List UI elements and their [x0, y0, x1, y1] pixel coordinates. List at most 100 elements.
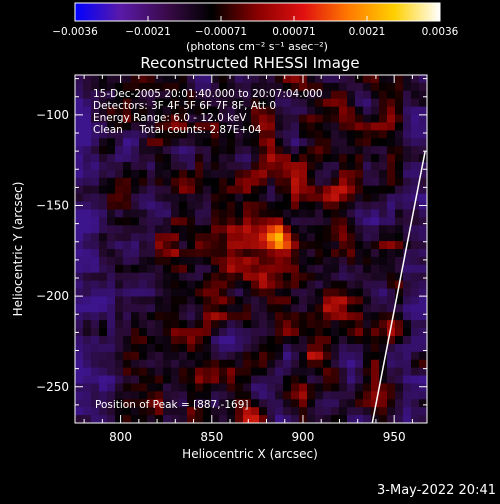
heatmap-cell	[107, 343, 116, 353]
heatmap-cell	[131, 233, 140, 242]
heatmap-cell	[75, 288, 84, 298]
heatmap-cell	[203, 280, 212, 290]
heatmap-cell	[83, 169, 92, 179]
heatmap-cell	[171, 154, 180, 163]
heatmap-cell	[219, 106, 228, 116]
heatmap-cell	[395, 241, 404, 250]
heatmap-cell	[131, 328, 140, 337]
heatmap-cell	[299, 138, 308, 147]
heatmap-cell	[419, 343, 427, 353]
heatmap-cell	[355, 169, 364, 179]
heatmap-cell	[147, 122, 156, 131]
heatmap-cell	[75, 249, 84, 258]
heatmap-cell	[259, 343, 268, 353]
heatmap-cell	[323, 383, 332, 392]
heatmap-cell	[411, 114, 420, 124]
heatmap-cell	[347, 367, 356, 377]
heatmap-cell	[315, 233, 324, 242]
heatmap-cell	[291, 320, 300, 329]
heatmap-cell	[91, 351, 100, 361]
heatmap-cell	[147, 304, 156, 313]
heatmap-cell	[347, 343, 356, 353]
heatmap-cell	[331, 146, 340, 155]
heatmap-cell	[83, 312, 92, 321]
heatmap-cell	[403, 75, 412, 84]
heatmap-cell	[323, 359, 332, 369]
heatmap-cell	[139, 407, 148, 416]
heatmap-cell	[75, 328, 84, 337]
heatmap-cell	[387, 114, 396, 124]
heatmap-cell	[235, 280, 244, 290]
heatmap-cell	[115, 304, 124, 313]
heatmap-cell	[107, 138, 116, 147]
heatmap-cell	[395, 90, 404, 100]
heatmap-cell	[75, 193, 84, 203]
heatmap-cell	[251, 399, 260, 408]
heatmap-cell	[315, 162, 324, 171]
heatmap-cell	[115, 162, 124, 171]
heatmap-cell	[275, 169, 284, 179]
heatmap-cell	[379, 383, 388, 392]
heatmap-cell	[403, 217, 412, 226]
heatmap-cell	[211, 391, 220, 400]
heatmap-cell	[251, 233, 260, 242]
heatmap-cell	[219, 154, 228, 163]
heatmap-cell	[171, 272, 180, 282]
heatmap-cell	[99, 146, 108, 155]
heatmap-cell	[107, 280, 116, 290]
heatmap-cell	[139, 146, 148, 155]
heatmap-cell	[323, 264, 332, 274]
heatmap-cell	[259, 407, 268, 416]
annotation-detectors: Detectors: 3F 4F 5F 6F 7F 8F, Att 0	[93, 100, 276, 112]
heatmap-cell	[147, 391, 156, 400]
heatmap-cell	[123, 162, 132, 171]
heatmap-cell	[251, 296, 260, 305]
heatmap-cell	[363, 383, 372, 392]
heatmap-cell	[179, 114, 188, 124]
heatmap-cell	[315, 106, 324, 116]
heatmap-cell	[371, 343, 380, 353]
heatmap-cell	[299, 209, 308, 218]
heatmap-cell	[123, 296, 132, 305]
heatmap-cell	[363, 256, 372, 266]
heatmap-cell	[363, 320, 372, 329]
heatmap-cell	[163, 90, 172, 100]
heatmap-cell	[283, 367, 292, 377]
heatmap-cell	[163, 146, 172, 155]
heatmap-cell	[251, 106, 260, 116]
heatmap-cell	[187, 217, 196, 226]
heatmap-cell	[179, 304, 188, 313]
heatmap-cell	[379, 256, 388, 266]
heatmap-cell	[299, 256, 308, 266]
heatmap-cell	[155, 162, 164, 171]
heatmap-cell	[275, 146, 284, 155]
heatmap-cell	[75, 162, 84, 171]
heatmap-cell	[291, 312, 300, 321]
heatmap-cell	[171, 201, 180, 211]
heatmap-cell	[75, 90, 84, 100]
heatmap-cell	[83, 256, 92, 266]
heatmap-cell	[179, 399, 188, 408]
heatmap-cell	[379, 407, 388, 416]
heatmap-cell	[227, 280, 236, 290]
heatmap-cell	[235, 383, 244, 392]
heatmap-cell	[155, 280, 164, 290]
heatmap-cell	[187, 193, 196, 203]
heatmap-cell	[179, 106, 188, 116]
heatmap-cell	[275, 177, 284, 187]
heatmap-cell	[203, 359, 212, 369]
heatmap-cell	[339, 359, 348, 369]
heatmap-cell	[219, 122, 228, 131]
heatmap-cell	[355, 399, 364, 408]
heatmap-cell	[259, 241, 268, 250]
heatmap-cell	[75, 138, 84, 147]
heatmap-cell	[339, 98, 348, 108]
heatmap-cell	[339, 399, 348, 408]
heatmap-cell	[219, 193, 228, 203]
heatmap-cell	[347, 201, 356, 211]
heatmap-cell	[291, 98, 300, 108]
heatmap-cell	[307, 391, 316, 400]
heatmap-cell	[243, 383, 252, 392]
heatmap-cell	[147, 328, 156, 337]
heatmap-cell	[83, 90, 92, 100]
